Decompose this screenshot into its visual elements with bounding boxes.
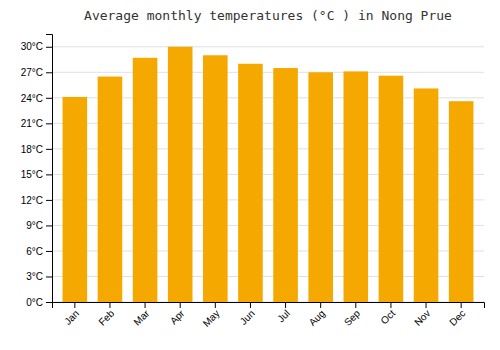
tick-label: Apr — [168, 307, 187, 326]
bars — [63, 47, 474, 302]
tick-label: 21°C — [21, 118, 43, 129]
x-tick: Sep — [342, 302, 363, 328]
tick-mark — [46, 72, 52, 73]
tick-label: Oct — [379, 308, 398, 327]
y-tick: 15°C — [21, 169, 52, 180]
y-tick: 24°C — [21, 93, 52, 104]
plot: 0°C 3°C 6°C 9°C 12°C 15°C 18°C 21°C 24°C 27°C 30°C… — [21, 35, 485, 329]
grid-line — [52, 46, 484, 47]
x-axis: Jan Feb Mar Apr May Jun Jul Aug Sep Oct Nov Dec — [53, 302, 485, 329]
tick-mark — [426, 302, 427, 308]
x-tick: Nov — [412, 302, 432, 328]
tick-mark — [145, 302, 146, 308]
y-tick: 3°C — [26, 271, 52, 282]
tick-mark — [390, 302, 391, 308]
bar — [273, 68, 298, 302]
y-axis: 0°C 3°C 6°C 9°C 12°C 15°C 18°C 21°C 24°C 27°C 30°C — [21, 35, 53, 308]
bar — [308, 72, 333, 302]
y-tick: 30°C — [21, 41, 52, 52]
x-tick: Jun — [238, 302, 257, 327]
x-tick: May — [201, 302, 222, 329]
tick-mark — [109, 302, 110, 308]
tick-mark — [46, 302, 52, 303]
tick-label: May — [201, 308, 222, 329]
x-tick: Mar — [131, 302, 151, 328]
title: Average monthly temperatures (°C ) in No… — [84, 8, 452, 23]
tick-mark — [46, 98, 52, 99]
tick-label: Dec — [447, 308, 467, 328]
tick-label: Mar — [131, 307, 151, 327]
tick-mark — [461, 302, 462, 308]
axis-line — [53, 303, 485, 309]
tick-mark — [46, 225, 52, 226]
tick-mark — [74, 302, 75, 308]
tick-label: 9°C — [26, 220, 43, 231]
tick-label: Nov — [412, 308, 432, 328]
bar — [133, 58, 158, 302]
tick-mark — [215, 302, 216, 308]
tick-mark — [46, 174, 52, 175]
grid-line — [52, 72, 484, 73]
tick-mark — [355, 302, 356, 308]
chart: 0°C 3°C 6°C 9°C 12°C 15°C 18°C 21°C 24°C 27°C 30°C… — [0, 0, 500, 350]
tick-label: Feb — [96, 307, 116, 327]
tick-label: Jan — [62, 308, 81, 327]
x-tick: Jan — [62, 302, 81, 327]
tick-mark — [46, 47, 52, 48]
tick-label: 15°C — [21, 169, 43, 180]
tick-label: 12°C — [21, 195, 43, 206]
x-tick: Apr — [168, 302, 187, 326]
bar — [98, 77, 123, 302]
tick-mark — [46, 123, 52, 124]
y-tick: 27°C — [21, 67, 52, 78]
x-tick: Aug — [307, 302, 327, 328]
y-tick: 21°C — [21, 118, 52, 129]
y-tick: 12°C — [21, 195, 52, 206]
tick-label: 24°C — [21, 93, 43, 104]
tick-mark — [46, 200, 52, 201]
y-tick: 18°C — [21, 144, 52, 155]
y-tick: 6°C — [26, 246, 52, 257]
tick-label: 27°C — [21, 67, 43, 78]
tick-label: 18°C — [21, 144, 43, 155]
tick-label: Jul — [275, 308, 292, 325]
tick-mark — [46, 251, 52, 252]
x-tick: Dec — [447, 302, 467, 328]
tick-label: 3°C — [26, 271, 43, 282]
tick-label: 30°C — [21, 41, 43, 52]
x-tick: Jul — [275, 302, 292, 324]
bar — [168, 47, 193, 302]
axis-line — [46, 35, 53, 303]
tick-label: Jun — [238, 308, 257, 327]
tick-label: Aug — [307, 308, 327, 328]
x-tick: Feb — [96, 302, 116, 328]
bar — [203, 55, 228, 302]
tick-mark — [180, 302, 181, 308]
y-tick: 9°C — [26, 220, 52, 231]
tick-mark — [46, 276, 52, 277]
x-tick: Oct — [379, 302, 398, 326]
bar — [449, 101, 474, 302]
bar — [379, 76, 404, 302]
bar — [63, 97, 88, 302]
tick-mark — [285, 302, 286, 308]
bar — [238, 64, 263, 302]
tick-mark — [320, 302, 321, 308]
bar — [414, 88, 439, 302]
tick-label: 6°C — [26, 246, 43, 257]
grid — [52, 47, 484, 302]
tick-label: Sep — [342, 307, 363, 328]
tick-mark — [46, 149, 52, 150]
tick-label: 0°C — [26, 297, 43, 308]
bar — [344, 71, 369, 302]
tick-mark — [250, 302, 251, 308]
y-tick: 0°C — [26, 297, 52, 308]
